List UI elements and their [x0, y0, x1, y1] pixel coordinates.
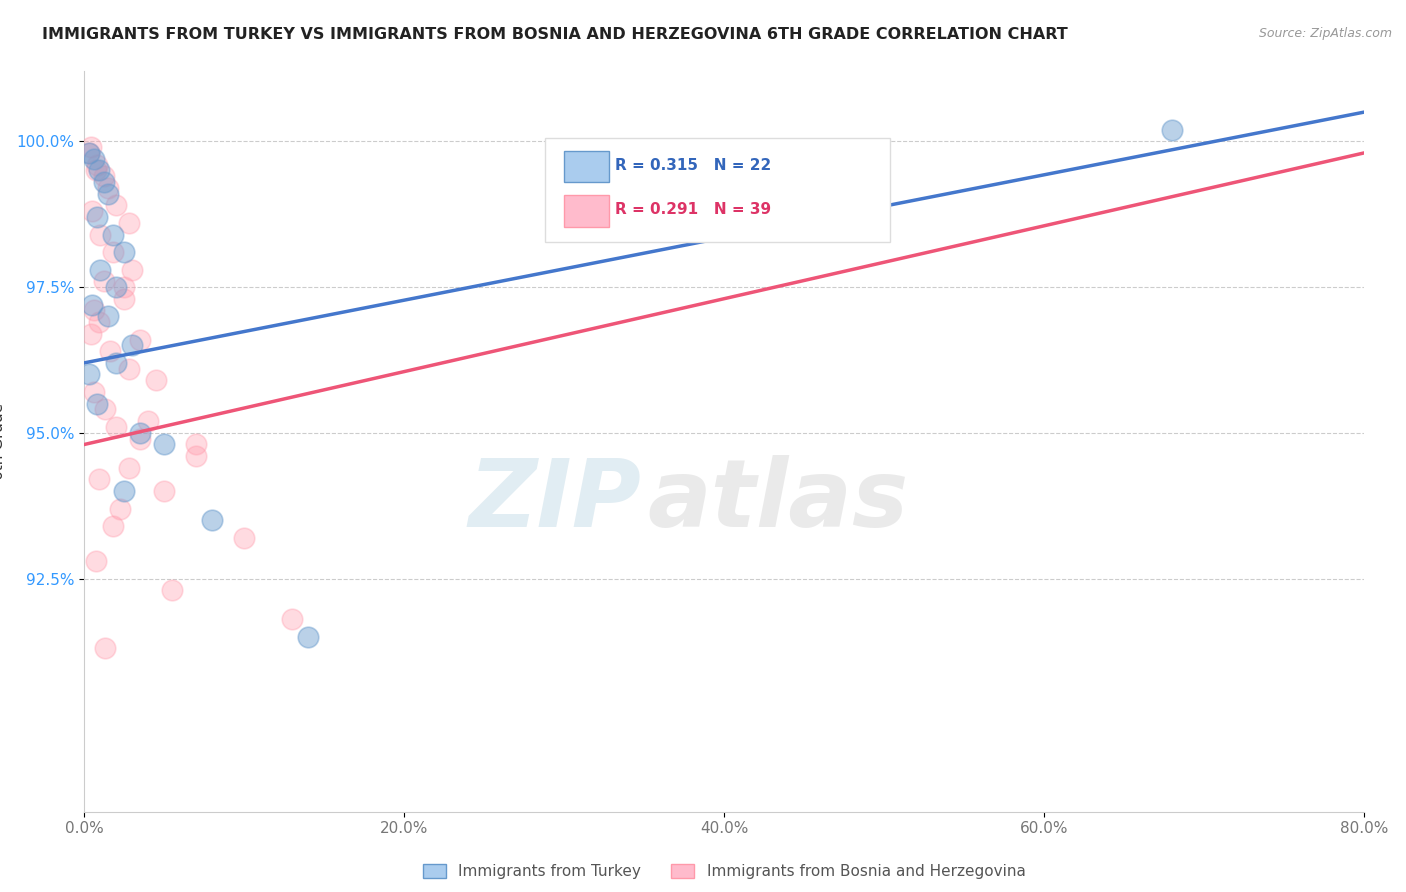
Point [80, 140, 103, 154]
Point [129, 333, 152, 347]
Point [105, 356, 128, 370]
Point [121, 262, 143, 277]
Text: IMMIGRANTS FROM TURKEY VS IMMIGRANTS FROM BOSNIA AND HERZEGOVINA 6TH GRADE CORRE: IMMIGRANTS FROM TURKEY VS IMMIGRANTS FRO… [42, 27, 1069, 42]
Point [138, 414, 160, 428]
Point [77, 368, 100, 382]
Point [87, 472, 110, 486]
Point [105, 420, 128, 434]
Point [233, 531, 256, 545]
FancyBboxPatch shape [564, 195, 609, 227]
Point [83, 152, 105, 166]
Point [101, 519, 124, 533]
Point [77, 145, 100, 160]
Point [98, 344, 121, 359]
Point [121, 338, 143, 352]
Point [153, 437, 176, 451]
Text: R = 0.291   N = 39: R = 0.291 N = 39 [616, 202, 772, 218]
Point [162, 583, 184, 598]
Point [201, 513, 224, 527]
Point [97, 309, 120, 323]
Point [112, 245, 135, 260]
Point [84, 163, 107, 178]
Point [153, 484, 176, 499]
Point [97, 181, 120, 195]
Point [89, 227, 111, 242]
Point [93, 175, 115, 189]
Point [105, 198, 128, 212]
Point [145, 373, 167, 387]
Point [94, 641, 117, 656]
FancyBboxPatch shape [564, 151, 609, 183]
Point [186, 449, 208, 463]
Point [105, 280, 128, 294]
Point [87, 163, 110, 178]
Point [86, 158, 108, 172]
FancyBboxPatch shape [546, 138, 890, 242]
Text: Source: ZipAtlas.com: Source: ZipAtlas.com [1258, 27, 1392, 40]
Point [86, 397, 108, 411]
Legend: Immigrants from Turkey, Immigrants from Bosnia and Herzegovina: Immigrants from Turkey, Immigrants from … [416, 858, 1032, 886]
Y-axis label: 6th Grade: 6th Grade [0, 403, 6, 480]
Point [86, 210, 108, 224]
Point [108, 501, 131, 516]
Point [83, 303, 105, 318]
Text: R = 0.315   N = 22: R = 0.315 N = 22 [616, 158, 772, 173]
Point [118, 361, 141, 376]
Point [129, 425, 152, 440]
Point [112, 280, 135, 294]
Text: atlas: atlas [647, 455, 908, 547]
Point [94, 402, 117, 417]
Point [93, 169, 115, 184]
Point [118, 216, 141, 230]
Point [87, 315, 110, 329]
Text: ZIP: ZIP [468, 455, 641, 547]
Point [281, 612, 304, 626]
Point [101, 227, 124, 242]
Point [297, 630, 319, 644]
Point [129, 432, 152, 446]
Point [83, 384, 105, 399]
Point [77, 145, 100, 160]
Point [89, 262, 111, 277]
Point [118, 460, 141, 475]
Point [101, 245, 124, 260]
Point [82, 297, 104, 311]
Point [112, 292, 135, 306]
Point [186, 437, 208, 451]
Point [82, 204, 104, 219]
Point [93, 274, 115, 288]
Point [1161, 122, 1184, 136]
Point [97, 186, 120, 201]
Point [84, 554, 107, 568]
Point [112, 484, 135, 499]
Point [80, 326, 103, 341]
